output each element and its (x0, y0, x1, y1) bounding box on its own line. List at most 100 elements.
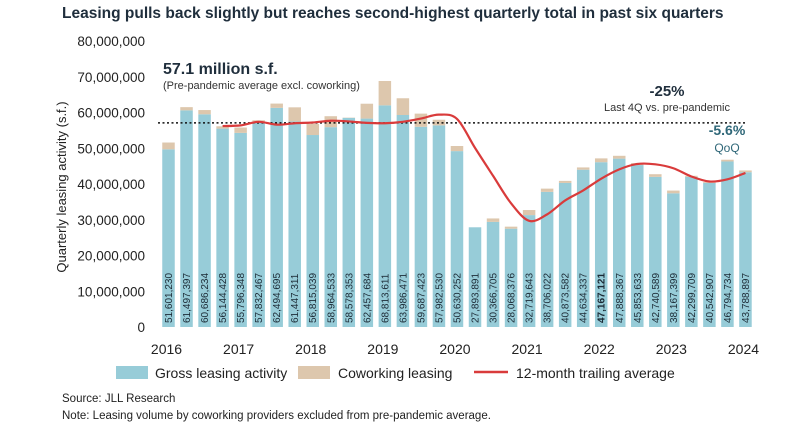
x-tick-label: 2023 (656, 341, 687, 357)
bar-value-label: 38,706,022 (543, 273, 554, 323)
bar-gross (252, 122, 265, 327)
bar-coworking (649, 174, 662, 177)
qoq-note: QoQ (714, 141, 739, 155)
legend: Gross leasing activity Coworking leasing… (116, 365, 675, 381)
bar-coworking (180, 107, 193, 111)
bar-coworking (378, 80, 392, 106)
bar-gross (558, 182, 572, 327)
overlay-layer (158, 113, 746, 223)
bar-value-label: 42,299,709 (687, 273, 698, 323)
bar-value-label: 42,740,589 (651, 273, 662, 323)
bar-value-label: 58,578,353 (344, 273, 355, 323)
bar-value-label: 63,986,471 (398, 273, 409, 323)
footnote: Note: Leasing volume by coworking provid… (62, 410, 491, 422)
bar-gross (540, 191, 554, 327)
y-tick-label: 20,000,000 (77, 249, 145, 264)
bar-gross (288, 121, 301, 327)
x-tick-label: 2016 (151, 341, 182, 357)
x-tick-label: 2020 (439, 341, 470, 357)
y-tick-label: 0 (137, 320, 145, 335)
bar-gross (649, 176, 662, 327)
bar-value-label: 61,497,397 (182, 273, 193, 323)
bar-value-label: 68,813,611 (380, 273, 391, 323)
trailing-average-line (222, 113, 746, 223)
bar-coworking (558, 180, 572, 183)
bar-coworking (721, 159, 734, 162)
bar-value-label: 55,796,348 (236, 273, 247, 323)
bar-value-label: 40,542,907 (705, 273, 716, 323)
bar-gross (432, 125, 446, 328)
bar-coworking (667, 190, 680, 194)
bar-gross (306, 135, 319, 327)
source-note: Source: JLL Research (62, 393, 176, 405)
bar-coworking (594, 158, 608, 163)
bar-value-label: 56,815,039 (308, 273, 319, 323)
bar-coworking (613, 155, 626, 159)
x-tick-label: 2021 (512, 341, 543, 357)
y-axis-ticks: 80,000,000 70,000,000 60,000,000 50,000,000… (77, 34, 145, 335)
pct-change-note: Last 4Q vs. pre-pandemic (604, 102, 730, 114)
bar-coworking (198, 110, 211, 115)
x-tick-label: 2024 (728, 341, 759, 357)
bar-coworking (360, 103, 374, 119)
bar-value-label: 46,794,734 (723, 273, 734, 323)
bar-coworking (270, 103, 283, 108)
bar-coworking (288, 107, 301, 122)
avg-annotation-value: 57.1 million s.f. (163, 61, 278, 78)
bar-value-label: 57,832,467 (254, 273, 265, 323)
bar-coworking (216, 126, 229, 129)
bar-gross (162, 149, 175, 327)
bar-gross (486, 221, 500, 327)
bar-gross (360, 118, 374, 327)
bar-gross (721, 161, 734, 327)
y-tick-label: 10,000,000 (77, 284, 145, 299)
bar-value-label: 50,630,252 (452, 273, 463, 323)
x-axis-ticks: 2016 2017 2018 2019 2020 2021 2022 2023 2024 (151, 341, 759, 357)
chart-title: Leasing pulls back slightly but reaches … (62, 5, 724, 22)
y-tick-label: 70,000,000 (77, 70, 145, 85)
bar-value-label: 51,601,230 (164, 273, 175, 323)
bar-coworking (576, 167, 590, 170)
bar-coworking (306, 123, 319, 136)
bar-value-label: 27,893,891 (471, 273, 482, 323)
bar-coworking (739, 170, 752, 173)
legend-label-gross: Gross leasing activity (155, 365, 287, 381)
bar-gross (378, 105, 392, 327)
y-tick-label: 40,000,000 (77, 177, 145, 192)
bar-value-label: 44,634,337 (579, 273, 590, 323)
pct-change-value: -25% (649, 83, 684, 100)
bar-gross (414, 126, 428, 327)
y-axis-label: Quarterly leasing activity (s.f.) (54, 101, 69, 272)
bar-value-label: 45,853,633 (633, 273, 644, 323)
bar-value-label: 47,888,367 (615, 273, 626, 323)
qoq-value: -5.6% (709, 122, 746, 138)
y-tick-label: 30,000,000 (77, 213, 145, 228)
legend-swatch-coworking (298, 366, 330, 379)
bar-gross (739, 172, 752, 327)
bar-gross (396, 115, 410, 327)
bar-gross (667, 193, 680, 327)
bar-gross (342, 117, 356, 327)
bar-value-label: 30,366,705 (489, 273, 500, 323)
bar-value-label: 40,873,582 (561, 273, 572, 323)
bar-value-label: 61,447,311 (290, 273, 301, 323)
x-tick-label: 2019 (367, 341, 398, 357)
bar-gross (703, 182, 716, 327)
bar-value-label: 59,687,423 (416, 273, 427, 323)
legend-swatch-gross (116, 366, 148, 379)
bar-gross (270, 107, 283, 327)
bar-value-label: 32,719,643 (525, 273, 536, 323)
bar-gross (576, 169, 590, 327)
bar-gross (216, 128, 229, 327)
bar-gross (180, 110, 193, 327)
bar-gross (522, 215, 536, 327)
bar-value-label: 28,068,376 (507, 273, 518, 323)
bar-value-label: 62,494,695 (272, 273, 283, 323)
bar-gross (450, 151, 464, 327)
legend-label-trailing: 12-month trailing average (516, 365, 675, 381)
bar-gross (234, 132, 247, 327)
bar-coworking (162, 142, 175, 150)
avg-annotation-note: (Pre-pandemic average excl. coworking) (163, 80, 360, 92)
bar-gross (504, 228, 518, 327)
